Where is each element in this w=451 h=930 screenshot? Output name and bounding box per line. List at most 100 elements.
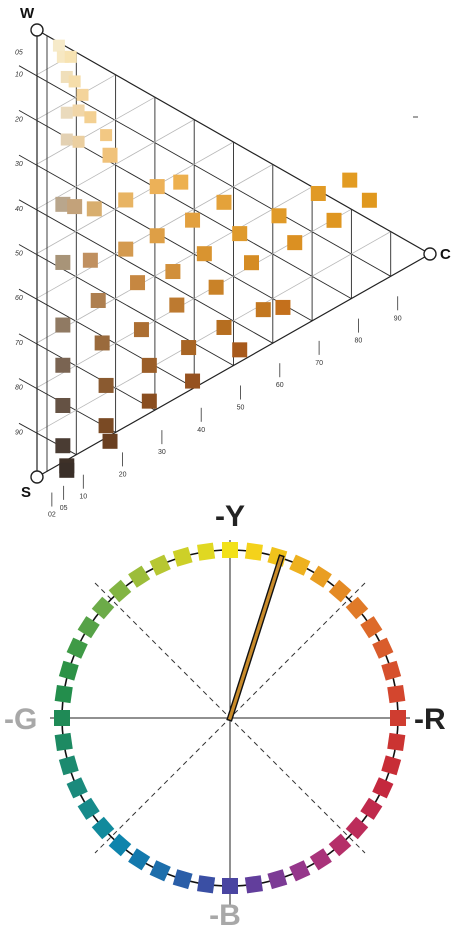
hue-swatch bbox=[91, 596, 115, 620]
color-sample bbox=[55, 397, 71, 413]
blackness-scale-label: 30 bbox=[15, 161, 23, 168]
label-red: -R bbox=[414, 703, 446, 736]
hue-swatch bbox=[108, 833, 132, 857]
color-sample bbox=[52, 39, 65, 52]
chroma-scale-label: 50 bbox=[237, 405, 245, 412]
color-sample bbox=[72, 104, 85, 117]
color-sample bbox=[275, 299, 291, 315]
color-sample bbox=[232, 226, 248, 242]
chroma-scale-label: 60 bbox=[276, 382, 284, 389]
hue-swatch bbox=[108, 579, 132, 603]
color-sample bbox=[185, 373, 201, 389]
hue-swatch bbox=[54, 685, 73, 704]
color-sample bbox=[196, 246, 212, 262]
hue-swatch bbox=[390, 710, 406, 726]
color-sample bbox=[64, 50, 77, 63]
color-sample bbox=[244, 255, 259, 271]
hue-triangle: 05 10 20 30 40 50 60 70 80 90 02 05 10 20 30 40 50 60 70 80… bbox=[14, 5, 451, 519]
hue-swatch bbox=[197, 542, 216, 561]
hue-swatch bbox=[54, 732, 73, 751]
hue-swatch bbox=[360, 797, 383, 820]
label-green: -G bbox=[4, 703, 37, 736]
color-sample bbox=[102, 147, 118, 163]
hue-swatch bbox=[128, 565, 151, 588]
grid-line-blackness bbox=[18, 65, 391, 277]
hue-swatch bbox=[328, 579, 352, 603]
color-sample bbox=[98, 418, 114, 434]
hue-swatch bbox=[244, 875, 263, 894]
color-sample bbox=[84, 111, 97, 124]
blackness-scale-label: 10 bbox=[15, 72, 23, 79]
hue-swatch bbox=[222, 542, 238, 558]
hue-circle: -Y -R -B -G bbox=[4, 500, 446, 930]
hue-swatch bbox=[328, 833, 352, 857]
color-sample bbox=[118, 192, 134, 208]
color-sample bbox=[98, 377, 114, 393]
color-sample bbox=[173, 174, 189, 190]
hue-swatch bbox=[244, 542, 263, 561]
color-sample bbox=[82, 252, 98, 268]
hue-swatch bbox=[267, 869, 288, 890]
color-sample bbox=[90, 292, 106, 308]
hue-swatch bbox=[77, 797, 100, 820]
hue-swatch bbox=[66, 637, 88, 659]
color-sample bbox=[55, 438, 71, 454]
hue-swatch bbox=[197, 875, 216, 894]
color-sample bbox=[94, 335, 110, 351]
hue-swatch bbox=[149, 554, 171, 576]
hue-swatch bbox=[289, 554, 311, 576]
color-sample bbox=[55, 196, 71, 212]
hue-swatch bbox=[381, 755, 402, 776]
color-sample bbox=[181, 340, 197, 356]
hue-swatch bbox=[58, 660, 79, 681]
triangle-color-samples bbox=[52, 39, 377, 478]
color-sample bbox=[255, 302, 271, 318]
hue-swatch bbox=[360, 616, 383, 639]
hue-swatch bbox=[54, 710, 70, 726]
color-sample bbox=[149, 228, 165, 244]
hue-swatch bbox=[149, 860, 171, 882]
grid-line-whiteness bbox=[36, 96, 156, 165]
hue-swatch bbox=[172, 869, 193, 890]
color-sample bbox=[361, 192, 377, 208]
blackness-scale-label: 80 bbox=[15, 385, 23, 392]
vertex-w-marker bbox=[30, 23, 44, 37]
color-sample bbox=[141, 357, 157, 373]
hue-swatch bbox=[372, 637, 394, 659]
color-sample bbox=[76, 88, 89, 101]
color-sample bbox=[216, 319, 232, 335]
hue-swatch bbox=[309, 565, 332, 588]
color-sample bbox=[60, 106, 73, 119]
grid-line-blackness bbox=[18, 333, 156, 411]
color-sample bbox=[141, 393, 157, 409]
chroma-scale-label: 20 bbox=[119, 471, 127, 478]
color-sample bbox=[326, 212, 342, 228]
color-sample bbox=[232, 342, 248, 358]
chroma-scale-label: 80 bbox=[355, 338, 363, 345]
grid-line-blackness bbox=[18, 199, 274, 344]
hue-swatch bbox=[387, 732, 406, 751]
hue-swatch bbox=[172, 546, 193, 567]
hue-swatch bbox=[345, 816, 369, 840]
grid-line-blackness bbox=[18, 154, 313, 322]
color-sample bbox=[55, 317, 71, 333]
color-sample bbox=[165, 264, 181, 280]
blackness-scale-label: 40 bbox=[15, 206, 23, 213]
color-sample bbox=[185, 212, 201, 228]
color-sample bbox=[149, 179, 165, 195]
triangle-outline bbox=[36, 28, 432, 479]
hue-swatch bbox=[289, 860, 311, 882]
blackness-scale-label: 20 bbox=[14, 116, 23, 123]
color-sample bbox=[100, 129, 113, 142]
label-yellow: -Y bbox=[215, 500, 245, 533]
color-sample bbox=[310, 185, 326, 201]
blackness-scale-label: 90 bbox=[15, 429, 23, 436]
color-sample bbox=[287, 235, 303, 251]
color-sample bbox=[67, 199, 83, 215]
grid-line-whiteness bbox=[36, 231, 391, 433]
hue-swatch bbox=[58, 755, 79, 776]
hue-swatch bbox=[91, 816, 115, 840]
vertex-c-marker bbox=[423, 247, 437, 261]
color-sample bbox=[55, 254, 71, 270]
